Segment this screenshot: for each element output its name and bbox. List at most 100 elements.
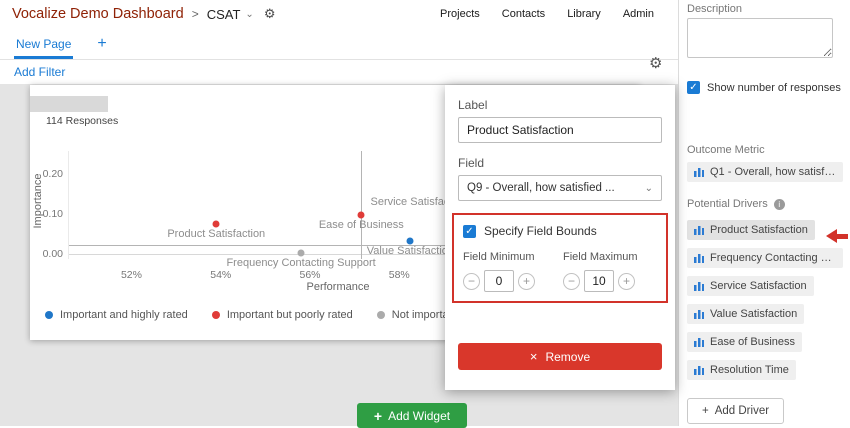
nav-library[interactable]: Library — [567, 8, 601, 20]
arrow-tail — [837, 233, 848, 239]
driver-item-label: Resolution Time — [710, 364, 789, 376]
bar-chart-icon — [694, 253, 704, 263]
remove-label: Remove — [545, 349, 591, 364]
x-axis-label: Performance — [306, 281, 370, 293]
driver-item-value-satisfaction[interactable]: Value Satisfaction — [687, 304, 805, 324]
driver-item-label: Ease of Business — [710, 336, 795, 348]
add-driver-label: Add Driver — [714, 405, 770, 417]
driver-item-resolution-time[interactable]: Resolution Time — [687, 360, 796, 380]
add-filter-link[interactable]: Add Filter — [14, 65, 66, 79]
responses-count: 114 Responses — [46, 115, 119, 127]
description-textarea[interactable] — [687, 18, 833, 58]
data-point-label: Value Satisfaction — [366, 245, 455, 258]
show-responses-label: Show number of responses — [707, 81, 841, 94]
legend-item: Important but poorly rated — [211, 309, 353, 321]
settings-sidebar: Description ✓ Show number of responses O… — [678, 0, 850, 426]
legend-label: Important and highly rated — [60, 309, 188, 321]
field-maximum-label: Field Maximum — [563, 251, 638, 263]
add-widget-label: Add Widget — [388, 408, 451, 423]
field-maximum-stepper: − + — [563, 270, 657, 292]
show-responses-checkbox[interactable]: ✓ Show number of responses — [687, 81, 844, 94]
x-axis-tick: 56% — [299, 269, 321, 281]
plus-button[interactable]: + — [618, 272, 635, 290]
dashboard-settings-gear-icon[interactable]: ⚙ — [263, 6, 276, 21]
field-maximum-input[interactable] — [584, 270, 614, 292]
x-axis-line — [69, 254, 608, 256]
y-axis-tick: 0.10 — [42, 207, 63, 220]
field-minimum-input[interactable] — [484, 270, 514, 292]
legend-item: Important and highly rated — [45, 309, 188, 321]
data-point-label: Ease of Business — [318, 218, 404, 231]
checkbox-checked-icon[interactable]: ✓ — [687, 81, 700, 94]
add-driver-button[interactable]: + Add Driver — [687, 398, 785, 424]
x-axis-tick: 58% — [388, 269, 410, 281]
checkbox-checked-icon[interactable]: ✓ — [463, 224, 476, 238]
dashboard-selector[interactable]: CSAT — [206, 6, 241, 22]
bar-chart-icon — [694, 309, 704, 319]
close-icon: × — [529, 349, 538, 364]
nav-contacts[interactable]: Contacts — [501, 8, 546, 20]
plus-button[interactable]: + — [518, 272, 535, 290]
y-axis-tick: 0.20 — [42, 167, 63, 180]
tab-new-page[interactable]: New Page — [14, 28, 74, 59]
legend-label: Important but poorly rated — [226, 309, 353, 321]
driver-item-frequency-contacting-support[interactable]: Frequency Contacting Su... — [687, 248, 843, 268]
driver-item-label: Frequency Contacting Su... — [710, 252, 836, 264]
minus-button[interactable]: − — [563, 272, 580, 290]
specify-field-bounds-checkbox[interactable]: ✓ Specify Field Bounds — [463, 224, 657, 238]
potential-drivers-title: Potential Drivers i — [687, 198, 844, 210]
outcome-metric-item[interactable]: Q1 - Overall, how satisfie... — [687, 162, 843, 182]
data-point — [357, 211, 365, 219]
nav-projects[interactable]: Projects — [440, 8, 480, 20]
arrow-head — [826, 229, 837, 243]
page-tab-bar: New Page + — [0, 28, 678, 60]
bar-chart-icon — [694, 337, 704, 347]
bar-chart-icon — [694, 365, 704, 375]
x-axis-tick: 52% — [120, 269, 142, 281]
bounds-steppers-row: − + − + — [463, 270, 657, 292]
quadrant-divider-horizontal — [69, 245, 608, 247]
data-point-label: Service Satisfaction — [370, 195, 468, 208]
top-header: Vocalize Demo Dashboard > CSAT ⌄ ⚙ Proje… — [0, 0, 678, 28]
quadrant-divider-vertical — [361, 151, 363, 259]
minus-button[interactable]: − — [463, 272, 480, 290]
bar-chart-icon — [694, 281, 704, 291]
scatter-plot: 52% 54% 56% 58% 0.20 0.10 0.00 Product Satisfac… — [43, 151, 608, 281]
widget-settings-gear-icon[interactable]: ⚙ — [649, 55, 663, 72]
x-axis-tick: 54% — [210, 269, 232, 281]
add-page-button[interactable]: + — [97, 34, 107, 52]
data-point — [297, 249, 305, 257]
plus-icon: + — [373, 407, 383, 424]
field-bounds-highlight-box: ✓ Specify Field Bounds Field Minimum Fie… — [452, 213, 668, 303]
legend-dot — [211, 311, 220, 319]
field-caption: Field — [458, 156, 485, 170]
chevron-down-icon[interactable]: ⌄ — [245, 8, 254, 20]
data-point-label: Frequency Contacting Support — [226, 257, 376, 270]
annotation-arrow — [826, 229, 848, 243]
filter-bar: Add Filter — [0, 60, 678, 84]
dashboard-title[interactable]: Vocalize Demo Dashboard — [12, 6, 184, 22]
field-minimum-label: Field Minimum — [463, 251, 535, 263]
remove-button[interactable]: × Remove — [458, 343, 662, 370]
data-point — [212, 220, 220, 228]
driver-item-product-satisfaction[interactable]: Product Satisfaction — [687, 220, 815, 240]
legend-dot — [376, 311, 385, 319]
field-select[interactable]: Q9 - Overall, how satisfied ... ⌄ — [458, 175, 662, 201]
data-point — [406, 237, 414, 245]
specify-field-bounds-label: Specify Field Bounds — [484, 224, 597, 238]
bounds-labels-row: Field Minimum Field Maximum — [463, 251, 657, 263]
label-input[interactable] — [458, 117, 662, 143]
field-select-value: Q9 - Overall, how satisfied ... — [467, 182, 615, 194]
add-widget-button[interactable]: + Add Widget — [357, 403, 467, 428]
driver-item-label: Value Satisfaction — [710, 308, 798, 320]
plus-icon: + — [702, 405, 709, 417]
potential-drivers-list: Product Satisfaction Frequency Contactin… — [687, 220, 844, 380]
driver-item-service-satisfaction[interactable]: Service Satisfaction — [687, 276, 814, 296]
info-icon[interactable]: i — [773, 198, 785, 210]
chevron-down-icon: ⌄ — [644, 182, 653, 194]
driver-item-ease-of-business[interactable]: Ease of Business — [687, 332, 802, 352]
data-point-label: Product Satisfaction — [167, 228, 266, 241]
bar-chart-icon — [694, 167, 704, 177]
nav-admin[interactable]: Admin — [622, 8, 654, 20]
y-axis-tick: 0.00 — [42, 248, 63, 261]
